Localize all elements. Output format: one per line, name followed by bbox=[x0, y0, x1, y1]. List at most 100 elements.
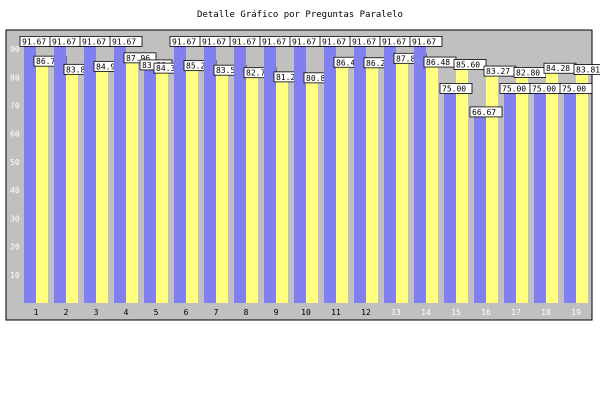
value-label-series2: 86.48 bbox=[426, 58, 450, 67]
bar-series2 bbox=[336, 59, 348, 304]
value-label-series2: 82.80 bbox=[516, 68, 540, 77]
value-label-series2: 86.21 bbox=[366, 59, 390, 68]
bar-series1 bbox=[384, 44, 396, 303]
bar-series2 bbox=[426, 59, 438, 303]
x-tick-label: 9 bbox=[274, 308, 279, 317]
bar-series2 bbox=[156, 65, 168, 303]
x-tick-label: 19 bbox=[571, 308, 581, 317]
value-label-series2: 87.96 bbox=[126, 54, 150, 63]
value-label-series1: 91.67 bbox=[352, 37, 376, 46]
value-label-series2: 84.32 bbox=[156, 64, 180, 73]
value-label-series1: 75.00 bbox=[502, 84, 526, 93]
value-label-series1: 91.67 bbox=[412, 37, 436, 46]
x-tick-label: 18 bbox=[541, 308, 551, 317]
value-label-box bbox=[573, 64, 600, 75]
value-label-series1: 91.67 bbox=[22, 37, 46, 46]
x-tick-label: 16 bbox=[481, 308, 491, 317]
y-tick-label: 40 bbox=[10, 186, 20, 195]
value-label-series2: 84.94 bbox=[96, 62, 120, 71]
x-tick-label: 1 bbox=[34, 308, 39, 317]
value-label-series1: 91.67 bbox=[382, 37, 406, 46]
bar-series2 bbox=[456, 61, 468, 303]
value-label-series2: 83.89 bbox=[66, 65, 90, 74]
value-label-series2: 85.20 bbox=[186, 62, 210, 71]
y-tick-label: 90 bbox=[10, 45, 20, 54]
bar-series1 bbox=[414, 44, 426, 303]
value-label-series1: 91.67 bbox=[52, 37, 76, 46]
x-tick-label: 14 bbox=[421, 308, 431, 317]
y-tick-label: 10 bbox=[10, 271, 20, 280]
value-label-box bbox=[109, 35, 143, 47]
bar-series2 bbox=[216, 67, 228, 304]
value-label-series1: 66.67 bbox=[472, 108, 496, 117]
value-label-box bbox=[559, 83, 593, 94]
bar-series2 bbox=[126, 54, 138, 303]
x-tick-label: 13 bbox=[391, 308, 401, 317]
value-label-box bbox=[409, 35, 443, 47]
bar-series2 bbox=[366, 59, 378, 303]
x-tick-label: 11 bbox=[331, 308, 341, 317]
x-tick-label: 3 bbox=[94, 308, 99, 317]
y-tick-label: 20 bbox=[10, 243, 20, 252]
value-label-box bbox=[453, 59, 487, 70]
value-label-series2: 86.79 bbox=[36, 57, 60, 66]
x-tick-label: 17 bbox=[511, 308, 521, 317]
bar-series1 bbox=[54, 44, 66, 303]
y-tick-label: 80 bbox=[10, 73, 20, 82]
bar-series2 bbox=[546, 65, 558, 303]
value-label-series1: 91.67 bbox=[292, 37, 316, 46]
value-label-series1: 75.00 bbox=[562, 84, 586, 93]
value-label-series1: 91.67 bbox=[172, 37, 196, 46]
y-tick-label: 60 bbox=[10, 130, 20, 139]
bar-series1 bbox=[144, 67, 156, 303]
x-tick-label: 6 bbox=[184, 308, 189, 317]
bar-series2 bbox=[186, 62, 198, 303]
value-label-series1: 91.67 bbox=[322, 37, 346, 46]
bar-series1 bbox=[234, 44, 246, 303]
value-label-series2: 82.70 bbox=[246, 69, 270, 78]
y-tick-label: 30 bbox=[10, 214, 20, 223]
value-label-series1: 91.67 bbox=[262, 37, 286, 46]
x-tick-label: 7 bbox=[214, 308, 219, 317]
value-label-series2: 83.81 bbox=[576, 66, 600, 75]
x-tick-label: 8 bbox=[244, 308, 249, 317]
x-tick-label: 10 bbox=[301, 308, 311, 317]
y-tick-label: 70 bbox=[10, 102, 20, 111]
x-tick-label: 5 bbox=[154, 308, 159, 317]
bar-series2 bbox=[246, 69, 258, 303]
bar-series1 bbox=[324, 44, 336, 303]
value-label-series2: 86.40 bbox=[336, 58, 360, 67]
bar-series2 bbox=[396, 55, 408, 303]
chart-title: Detalle Gráfico por Preguntas Paralelo bbox=[197, 10, 403, 20]
value-label-box bbox=[439, 83, 473, 94]
value-label-series1: 75.00 bbox=[532, 84, 556, 93]
value-label-series2: 87.80 bbox=[396, 54, 420, 63]
bar-series1 bbox=[114, 44, 126, 303]
bar-series1 bbox=[354, 44, 366, 303]
value-label-series1: 75.00 bbox=[442, 84, 466, 93]
value-label-series2: 83.27 bbox=[486, 67, 510, 76]
bar-series2 bbox=[306, 74, 318, 303]
bar-series2 bbox=[96, 63, 108, 303]
value-label-series1: 91.67 bbox=[112, 37, 136, 46]
bar-series1 bbox=[474, 114, 486, 304]
x-tick-label: 15 bbox=[451, 308, 461, 317]
bar-series1 bbox=[564, 91, 576, 303]
bar-series1 bbox=[444, 91, 456, 303]
value-label-series2: 83.59 bbox=[216, 66, 240, 75]
bar-series2 bbox=[36, 58, 48, 303]
value-label-box bbox=[469, 106, 503, 118]
y-tick-label: 50 bbox=[10, 158, 20, 167]
bar-series1 bbox=[534, 91, 546, 303]
x-tick-label: 12 bbox=[361, 308, 371, 317]
value-label-series2: 80.87 bbox=[306, 74, 330, 83]
value-label-series2: 85.60 bbox=[456, 61, 480, 70]
bar-series1 bbox=[174, 44, 186, 303]
value-label-series1: 91.67 bbox=[82, 37, 106, 46]
value-label-series1: 91.67 bbox=[232, 37, 256, 46]
value-label-series2: 81.22 bbox=[276, 73, 300, 82]
bar-series1 bbox=[204, 44, 216, 303]
x-tick-label: 4 bbox=[124, 308, 129, 317]
bar-series1 bbox=[294, 44, 306, 303]
